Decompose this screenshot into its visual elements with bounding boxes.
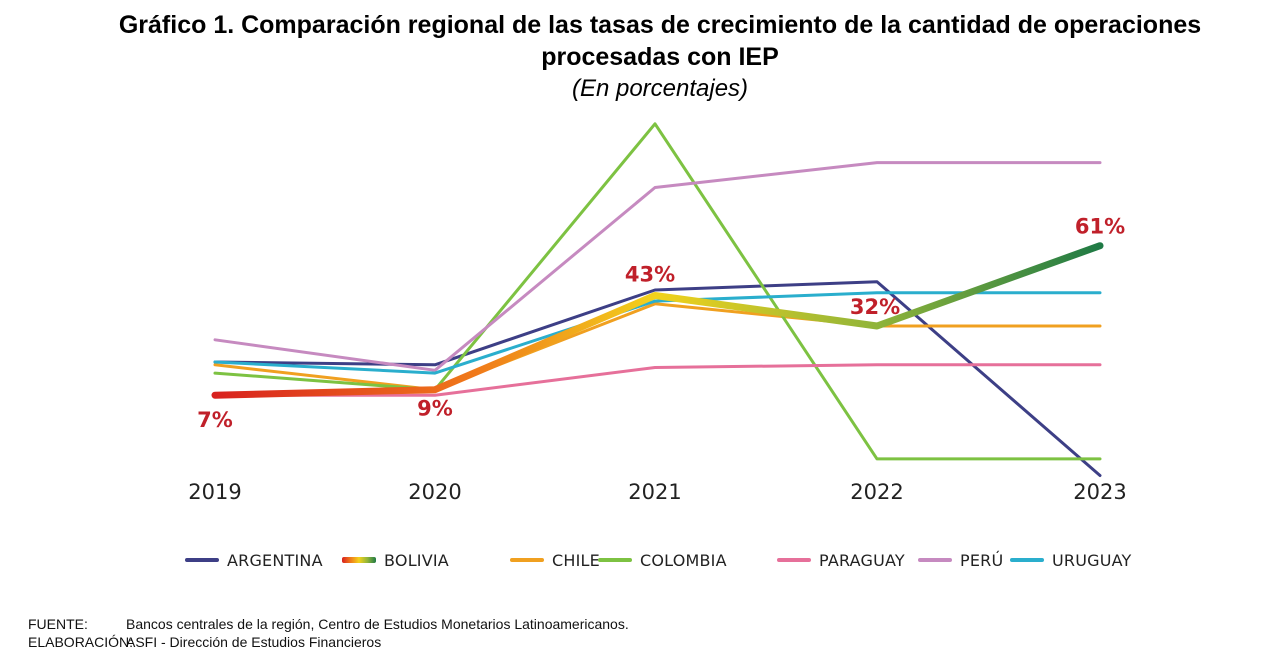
elaboration-label: ELABORACIÓN: <box>28 634 134 650</box>
series-line-bolivia <box>211 242 1104 399</box>
series-line-paraguay <box>213 363 1102 397</box>
chart-legend: ARGENTINA BOLIVIA CHILE COLOMBIA PARAGUAY PER… <box>180 548 1160 572</box>
legend-label-chile: CHILE <box>552 550 600 570</box>
legend-swatch-uruguay <box>1010 558 1044 562</box>
data-label-2019: 7% <box>197 408 233 432</box>
series-line-argentina <box>213 280 1102 477</box>
legend-swatch-peru <box>918 558 952 562</box>
elaboration-note: ELABORACIÓN:ASFI - Dirección de Estudios… <box>28 634 381 650</box>
source-label: FUENTE: <box>28 616 88 632</box>
legend-label-peru: PERÚ <box>960 550 1004 570</box>
legend-label-argentina: ARGENTINA <box>227 550 323 570</box>
legend-label-bolivia: BOLIVIA <box>384 550 449 570</box>
x-tick-label-2019: 2019 <box>188 480 241 504</box>
data-label-2021: 43% <box>625 263 675 287</box>
data-label-2022: 32% <box>850 295 900 319</box>
source-text: Bancos centrales de la región, Centro de… <box>126 616 629 632</box>
x-tick-label-2021: 2021 <box>628 480 681 504</box>
legend-swatch-argentina <box>185 558 219 562</box>
series-line-uruguay <box>213 291 1102 375</box>
x-tick-label-2023: 2023 <box>1073 480 1126 504</box>
series-line-colombia <box>213 122 1102 461</box>
chart-title: Gráfico 1. Comparación regional de las t… <box>118 11 1202 39</box>
legend-item-argentina: ARGENTINA <box>185 548 323 572</box>
legend-swatch-chile <box>510 558 544 562</box>
elaboration-text: ASFI - Dirección de Estudios Financieros <box>126 634 382 650</box>
chart-subtitle: (En porcentajes) <box>571 75 749 102</box>
data-label-2020: 9% <box>417 397 453 421</box>
legend-label-uruguay: URUGUAY <box>1052 550 1132 570</box>
series-line-peru <box>213 161 1102 372</box>
legend-swatch-colombia <box>598 558 632 562</box>
legend-item-colombia: COLOMBIA <box>598 548 727 572</box>
legend-swatch-bolivia <box>342 557 376 563</box>
legend-item-uruguay: URUGUAY <box>1010 548 1132 572</box>
legend-item-paraguay: PARAGUAY <box>777 548 905 572</box>
legend-label-paraguay: PARAGUAY <box>819 550 905 570</box>
legend-item-peru: PERÚ <box>918 548 1003 572</box>
x-tick-label-2020: 2020 <box>408 480 461 504</box>
chart-title-line-2: procesadas con IEP <box>541 43 779 71</box>
data-label-2023: 61% <box>1075 215 1125 239</box>
x-tick-label-2022: 2022 <box>850 480 903 504</box>
legend-item-chile: CHILE <box>510 548 600 572</box>
line-chart: 7% 9% 43% 32% 61% 2019 2020 2021 2022 2023 <box>188 122 1127 504</box>
legend-swatch-paraguay <box>777 558 811 562</box>
legend-item-bolivia: BOLIVIA <box>342 548 449 572</box>
source-note: FUENTE: Bancos centrales de la región, Ce… <box>28 616 629 632</box>
series-line-chile <box>213 302 1102 392</box>
legend-label-colombia: COLOMBIA <box>640 550 727 570</box>
